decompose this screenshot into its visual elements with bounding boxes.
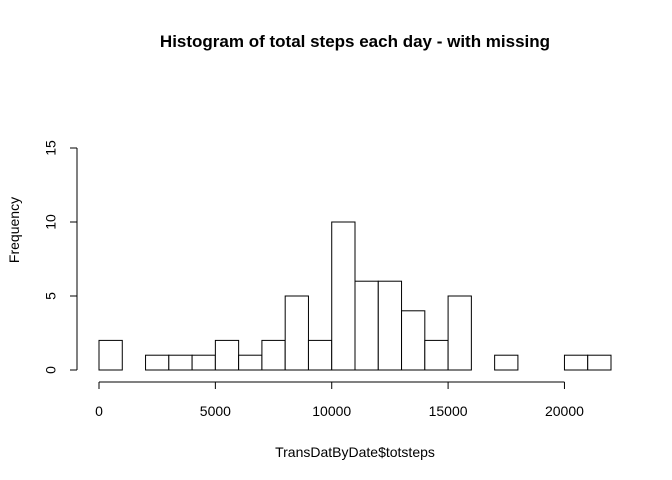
histogram-bar-2 [145, 354, 170, 371]
histogram-bar-14 [424, 339, 449, 371]
histogram-bar-11 [354, 280, 379, 371]
y-tick-label-0: 0 [43, 366, 59, 374]
histogram-bar-12 [377, 280, 403, 371]
histogram-bar-4 [191, 354, 216, 371]
x-axis: 0 5000 10000 15000 20000 [95, 381, 584, 419]
y-tick-label-3: 15 [43, 140, 59, 156]
histogram-bar-6 [238, 354, 263, 371]
x-tick-label-1: 5000 [200, 403, 231, 419]
x-axis-label: TransDatByDate$totsteps [275, 444, 435, 460]
y-tick-label-2: 10 [43, 214, 59, 230]
histogram-bar-0 [98, 339, 123, 371]
x-tick-label-0: 0 [95, 403, 103, 419]
histogram-bar-5 [214, 339, 240, 371]
histogram-bar-3 [168, 354, 193, 371]
histogram-bar-7 [261, 339, 286, 371]
chart-title: Histogram of total steps each day - with… [160, 32, 550, 51]
histogram-bar-15 [447, 295, 472, 371]
x-tick-label-4: 20000 [545, 403, 584, 419]
histogram-bar-20 [563, 354, 589, 371]
histogram-bar-8 [284, 295, 309, 371]
x-tick-label-3: 15000 [429, 403, 468, 419]
y-axis-label: Frequency [6, 197, 22, 263]
histogram-bar-9 [307, 339, 333, 371]
histogram-bar-10 [331, 221, 356, 371]
histogram-bar-13 [401, 310, 426, 371]
histogram-bar-17 [494, 354, 519, 371]
x-tick-label-2: 10000 [312, 403, 351, 419]
bars-group [98, 221, 612, 371]
y-axis: 0 5 10 15 [43, 140, 78, 374]
histogram-bar-21 [587, 354, 612, 371]
y-tick-label-1: 5 [43, 292, 59, 300]
